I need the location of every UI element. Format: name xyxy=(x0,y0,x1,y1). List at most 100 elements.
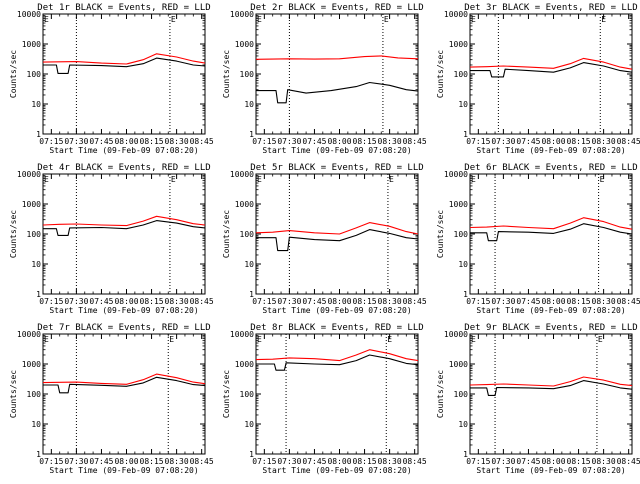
x-axis-label: Start Time (09-Feb-09 07:08:20) xyxy=(49,306,198,315)
y-tick-label: 1000 xyxy=(449,360,468,369)
y-tick-label: 10 xyxy=(458,420,468,429)
event-marker-label: E xyxy=(384,15,389,24)
event-marker-label: E xyxy=(171,175,176,184)
y-tick-label: 100 xyxy=(27,70,42,79)
y-tick-label: 10 xyxy=(31,260,41,269)
x-tick-label: 07:45 xyxy=(89,137,113,146)
panel-title: Det 8r BLACK = Events, RED = LLD xyxy=(250,323,423,333)
events-rate-line xyxy=(470,223,633,242)
event-marker-label: E xyxy=(44,15,49,24)
y-tick-label: 10 xyxy=(458,100,468,109)
x-tick-label: 07:45 xyxy=(516,297,540,306)
event-marker-label: E xyxy=(471,15,476,24)
event-marker-label: E xyxy=(471,335,476,344)
x-tick-label: 08:15 xyxy=(567,297,591,306)
x-tick-label: 08:45 xyxy=(190,297,214,306)
panel-title: Det 6r BLACK = Events, RED = LLD xyxy=(464,163,637,173)
y-axis-label: Counts/sec xyxy=(436,50,445,98)
lld-rate-line xyxy=(469,57,633,70)
y-axis-label: Counts/sec xyxy=(222,210,231,258)
x-tick-label: 08:15 xyxy=(567,137,591,146)
x-tick-label: 08:15 xyxy=(353,297,377,306)
x-tick-label: 07:45 xyxy=(516,457,540,466)
event-marker-label: E xyxy=(169,335,174,344)
x-tick-label: 07:45 xyxy=(516,137,540,146)
x-tick-label: 08:00 xyxy=(541,137,565,146)
panel-title: Det 1r BLACK = Events, RED = LLD xyxy=(37,3,210,13)
event-marker-label: E xyxy=(601,15,606,24)
y-tick-label: 1 xyxy=(249,450,254,459)
x-tick-label: 07:30 xyxy=(277,297,301,306)
x-tick-label: 08:00 xyxy=(541,457,565,466)
x-tick-label: 08:15 xyxy=(353,137,377,146)
y-tick-label: 100 xyxy=(27,230,42,239)
lld-rate-line xyxy=(42,53,206,65)
x-tick-label: 08:45 xyxy=(403,137,427,146)
x-tick-label: 07:30 xyxy=(64,137,88,146)
x-tick-label: 08:00 xyxy=(114,457,138,466)
y-tick-label: 1 xyxy=(36,450,41,459)
y-axis-label: Counts/sec xyxy=(9,50,18,98)
y-tick-label: 1000 xyxy=(235,200,254,209)
x-tick-label: 07:45 xyxy=(89,457,113,466)
event-marker-label: E xyxy=(257,175,262,184)
x-tick-label: 07:45 xyxy=(302,297,326,306)
lld-rate-line xyxy=(469,376,633,387)
detector-panel-6: Det 6r BLACK = Events, RED = LLD 1 10 100 10… xyxy=(436,163,640,315)
x-tick-label: 07:45 xyxy=(89,297,113,306)
x-tick-label: 07:30 xyxy=(277,137,301,146)
lld-rate-line xyxy=(42,215,206,227)
x-tick-label: 08:00 xyxy=(114,297,138,306)
y-tick-label: 1000 xyxy=(22,40,41,49)
plot-frame xyxy=(42,13,206,135)
y-tick-label: 100 xyxy=(240,70,255,79)
x-tick-label: 08:30 xyxy=(592,137,616,146)
y-tick-label: 10000 xyxy=(444,170,468,179)
x-tick-label: 08:45 xyxy=(617,137,640,146)
y-tick-label: 100 xyxy=(454,230,469,239)
x-tick-label: 08:45 xyxy=(190,457,214,466)
y-tick-label: 1 xyxy=(463,130,468,139)
x-tick-label: 08:30 xyxy=(165,457,189,466)
x-tick-label: 08:15 xyxy=(567,457,591,466)
detector-panel-3: Det 3r BLACK = Events, RED = LLD 1 10 100 10… xyxy=(436,3,640,155)
x-tick-label: 07:45 xyxy=(302,457,326,466)
event-marker-label: E xyxy=(471,175,476,184)
y-tick-label: 10000 xyxy=(230,10,254,19)
x-tick-label: 07:45 xyxy=(302,137,326,146)
x-axis-label: Start Time (09-Feb-09 07:08:20) xyxy=(262,466,411,475)
plot-frame xyxy=(42,173,206,295)
x-tick-label: 07:30 xyxy=(64,297,88,306)
y-tick-label: 10000 xyxy=(230,330,254,339)
lld-rate-line xyxy=(255,349,419,362)
y-tick-label: 100 xyxy=(27,390,42,399)
plot-frame xyxy=(42,333,206,455)
x-tick-label: 07:15 xyxy=(466,137,490,146)
y-tick-label: 100 xyxy=(454,390,469,399)
y-tick-label: 1000 xyxy=(449,200,468,209)
x-tick-label: 08:30 xyxy=(378,137,402,146)
plot-frame xyxy=(469,13,633,135)
x-tick-label: 08:45 xyxy=(617,297,640,306)
x-tick-label: 08:45 xyxy=(190,137,214,146)
plot-frame xyxy=(255,13,419,135)
events-rate-line xyxy=(256,354,419,371)
x-tick-label: 08:00 xyxy=(327,457,351,466)
lld-rate-line xyxy=(255,222,419,235)
y-tick-label: 1000 xyxy=(22,360,41,369)
y-tick-label: 10000 xyxy=(17,10,41,19)
y-tick-label: 10 xyxy=(31,420,41,429)
y-tick-label: 100 xyxy=(240,390,255,399)
panel-title: Det 4r BLACK = Events, RED = LLD xyxy=(37,163,210,173)
x-tick-label: 08:45 xyxy=(617,457,640,466)
x-tick-label: 08:30 xyxy=(378,297,402,306)
event-marker-label: E xyxy=(171,15,176,24)
x-tick-label: 08:00 xyxy=(327,137,351,146)
y-axis-label: Counts/sec xyxy=(9,370,18,418)
x-tick-label: 08:00 xyxy=(541,297,565,306)
y-tick-label: 10 xyxy=(244,100,254,109)
y-tick-label: 10 xyxy=(244,260,254,269)
event-marker-label: E xyxy=(44,335,49,344)
